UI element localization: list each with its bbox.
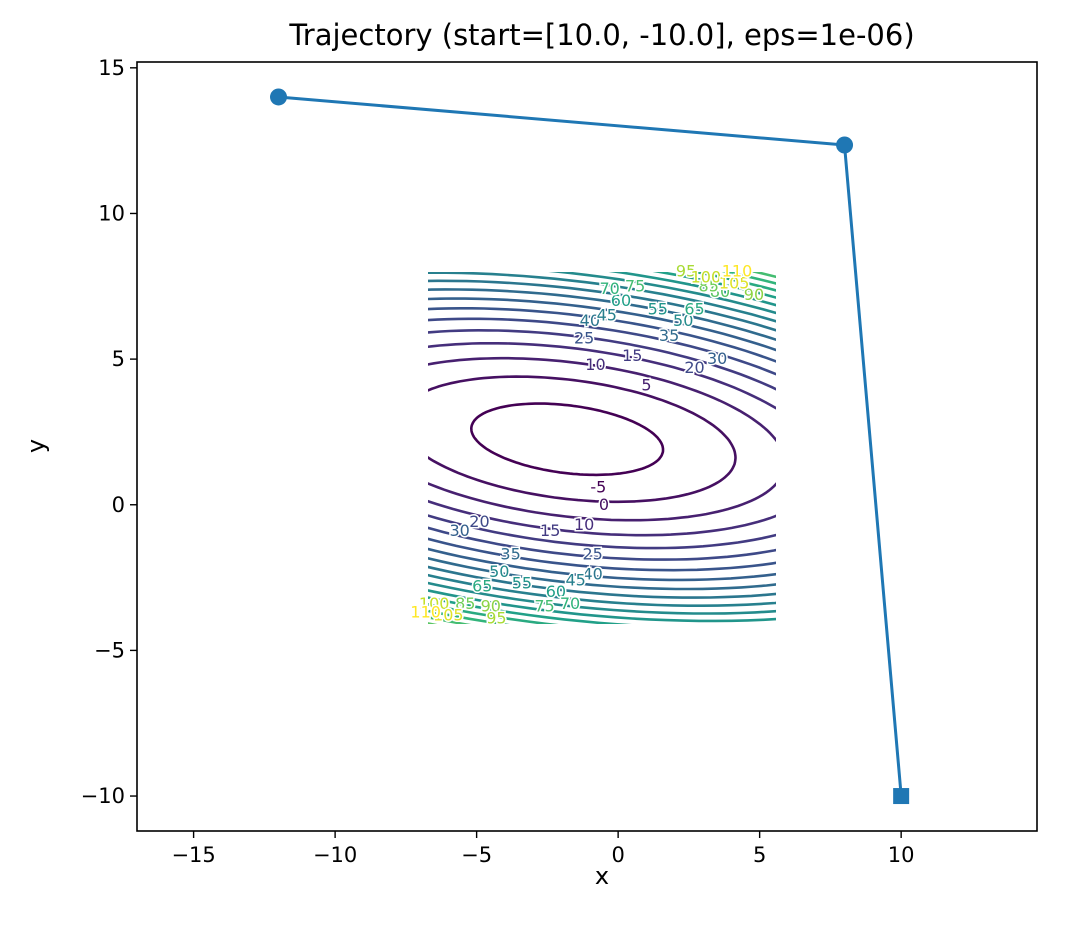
contour-label: 10	[585, 355, 605, 374]
y-tick: 15	[98, 56, 137, 80]
contour-line	[428, 342, 776, 537]
x-axis-label: x	[595, 862, 609, 890]
contour-line	[428, 288, 776, 591]
x-tick: −10	[313, 831, 357, 867]
contour-label: 65	[472, 576, 492, 595]
contour-label: 85	[699, 276, 719, 295]
contour-label: 60	[611, 291, 631, 310]
y-tick-label: 0	[112, 493, 125, 517]
contour-label: 35	[659, 326, 679, 345]
trajectory-point	[270, 88, 288, 106]
chart-title: Trajectory (start=[10.0, -10.0], eps=1e-…	[288, 18, 914, 52]
contour-label: 105	[719, 273, 750, 292]
contour-label: 25	[574, 329, 594, 348]
contour-line	[428, 356, 776, 522]
x-tick-label: 0	[611, 843, 624, 867]
contour-label: 105	[433, 605, 464, 624]
contour-label: 70	[599, 279, 619, 298]
y-tick: −10	[81, 784, 137, 808]
contour-label: 50	[489, 562, 509, 581]
contour-label: 55	[512, 573, 532, 592]
x-tick: −5	[461, 831, 492, 867]
x-axis-ticks: −15 −10 −5 0 5 10	[171, 831, 915, 867]
x-tick-label: −5	[461, 843, 492, 867]
contour-label: 5	[641, 375, 651, 394]
contour-label: 10	[574, 515, 594, 534]
y-tick: 0	[112, 493, 137, 517]
contour-plot	[428, 272, 776, 624]
trajectory-point	[836, 136, 854, 154]
contour-label: 110	[410, 603, 441, 622]
contour-label: 95	[486, 608, 506, 627]
contour-label: 85	[455, 594, 475, 613]
contour-label: 90	[481, 597, 501, 616]
contour-label: 45	[565, 570, 585, 589]
trajectory-line	[278, 95, 903, 797]
y-tick-label: 15	[98, 56, 125, 80]
trajectory	[270, 88, 910, 805]
trajectory-start-marker	[893, 788, 910, 805]
contour-label: 55	[648, 300, 668, 319]
contour-line	[428, 272, 776, 607]
y-tick: 10	[98, 201, 137, 225]
y-tick-label: −10	[81, 784, 125, 808]
contour-label: 30	[449, 521, 469, 540]
contour-line	[428, 307, 776, 572]
contour-label: 20	[469, 512, 489, 531]
x-tick: 5	[753, 831, 766, 867]
contour-label: 75	[625, 276, 645, 295]
y-tick-label: −5	[94, 638, 125, 662]
y-tick-label: 5	[112, 347, 125, 371]
contour-line	[428, 317, 776, 561]
contour-label: 80	[710, 282, 730, 301]
contour-line	[428, 279, 776, 599]
contour-label: 70	[560, 594, 580, 613]
y-tick-label: 10	[98, 201, 125, 225]
contour-line	[428, 622, 438, 624]
contour-label: 45	[597, 305, 617, 324]
contour-label: -5	[590, 477, 606, 496]
contour-label: 15	[622, 346, 642, 365]
contour-label: 0	[599, 495, 609, 514]
contour-label: 35	[500, 544, 520, 563]
contour-label: 40	[580, 311, 600, 330]
x-tick: 10	[888, 831, 915, 867]
contour-line	[428, 328, 776, 550]
contour-label: 20	[684, 358, 704, 377]
x-tick-label: 5	[753, 843, 766, 867]
contour-label: 40	[582, 565, 602, 584]
y-axis-label: y	[22, 439, 50, 453]
contour-label: 30	[707, 349, 727, 368]
contour-label: 25	[582, 544, 602, 563]
x-tick-label: −15	[171, 843, 215, 867]
y-axis-ticks: −10 −5 0 5 10 15	[81, 56, 137, 808]
contour-label: 90	[744, 285, 764, 304]
contour-label: 100	[691, 268, 722, 287]
plot-frame	[136, 61, 1038, 832]
x-tick: 0	[611, 831, 625, 867]
contour-line	[428, 297, 776, 582]
contour-label: 100	[419, 594, 450, 613]
contour-label: 50	[673, 311, 693, 330]
x-tick-label: 10	[888, 843, 915, 867]
x-tick: −15	[171, 831, 216, 867]
y-tick: 5	[112, 347, 137, 371]
contour-line	[428, 272, 776, 624]
y-tick: −5	[94, 638, 137, 662]
x-tick-label: −10	[313, 843, 357, 867]
contour-line	[428, 272, 776, 623]
contour-label: 75	[534, 597, 554, 616]
contour-label: 60	[546, 582, 566, 601]
contour-label: 110	[722, 262, 753, 281]
contour-line	[428, 272, 776, 615]
contour-label: 65	[684, 300, 704, 319]
contour-label: 95	[676, 262, 696, 281]
contour-label: 15	[540, 521, 560, 540]
contour-line	[469, 402, 665, 477]
contour-line	[428, 375, 737, 504]
